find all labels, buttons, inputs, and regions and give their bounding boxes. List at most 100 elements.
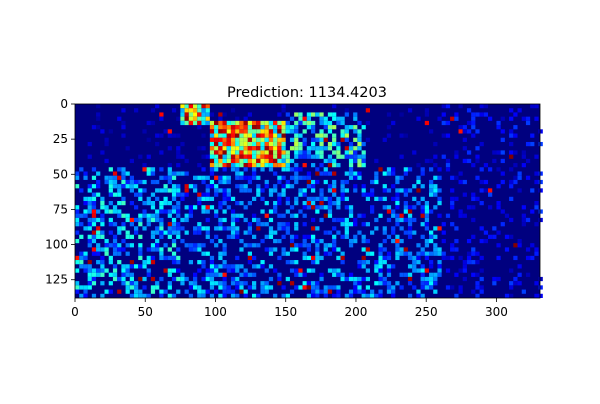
heatmap-cell — [525, 141, 531, 147]
heatmap-cell — [252, 150, 257, 155]
heatmap-cell — [163, 209, 168, 214]
heatmap-cell — [294, 234, 299, 239]
heatmap-cell — [96, 125, 101, 130]
heatmap-cell — [382, 281, 387, 286]
heatmap-cell — [327, 141, 333, 147]
heatmap-cell — [209, 120, 215, 126]
heatmap-cell — [386, 255, 392, 261]
heatmap-cell — [129, 158, 134, 164]
heatmap-cell — [171, 226, 177, 231]
heatmap-cell — [517, 238, 522, 244]
plot-frame — [74, 103, 541, 299]
heatmap-cell — [155, 217, 160, 223]
heatmap-cell — [348, 125, 354, 130]
heatmap-cell — [184, 217, 189, 223]
heatmap-cell — [525, 272, 531, 277]
heatmap-cell — [344, 137, 349, 142]
heatmap-cell — [289, 137, 295, 142]
heatmap-cell — [336, 120, 341, 126]
heatmap-cell — [315, 251, 320, 256]
heatmap-cell — [357, 163, 362, 168]
heatmap-cell — [281, 251, 286, 256]
heatmap-cell — [424, 243, 430, 248]
heatmap-cell — [311, 154, 316, 159]
heatmap-cell — [311, 238, 316, 244]
heatmap-cell — [277, 129, 282, 134]
heatmap-cell — [171, 209, 177, 214]
heatmap-cell — [226, 289, 231, 294]
heatmap-cell — [285, 179, 290, 185]
heatmap-cell — [146, 222, 151, 227]
heatmap-cell — [361, 238, 366, 244]
heatmap-cell — [353, 137, 358, 142]
heatmap-cell — [340, 184, 345, 189]
heatmap-cell — [218, 179, 223, 185]
heatmap-cell — [479, 188, 484, 193]
heatmap-cell — [391, 209, 396, 214]
heatmap-cell — [226, 150, 231, 155]
heatmap-cell — [298, 243, 303, 248]
heatmap-cell — [252, 264, 257, 269]
heatmap-cell — [230, 209, 236, 214]
heatmap-cell — [273, 171, 278, 176]
heatmap-cell — [235, 175, 240, 180]
heatmap-cell — [336, 146, 341, 151]
heatmap-cell — [138, 188, 143, 193]
heatmap-cell — [87, 205, 92, 210]
heatmap-cell — [454, 112, 459, 117]
heatmap-cell — [315, 293, 320, 298]
heatmap-cell — [226, 188, 231, 193]
heatmap-cell — [344, 217, 349, 223]
heatmap-cell — [256, 141, 261, 147]
heatmap-cell — [294, 268, 299, 273]
heatmap-cell — [361, 163, 366, 168]
heatmap-cell — [285, 209, 290, 214]
heatmap-cell — [96, 179, 101, 185]
heatmap-cell — [91, 251, 97, 256]
heatmap-cell — [83, 289, 88, 294]
heatmap-cell — [150, 108, 156, 113]
heatmap-cell — [336, 150, 341, 155]
heatmap-cell — [281, 226, 286, 231]
heatmap-cell — [370, 230, 375, 235]
heatmap-cell — [222, 260, 227, 265]
heatmap-cell — [315, 247, 320, 252]
heatmap-cell — [171, 238, 177, 244]
heatmap-cell — [134, 264, 139, 269]
heatmap-cell — [492, 158, 497, 164]
heatmap-cell — [302, 192, 307, 197]
heatmap-cell — [403, 201, 408, 206]
heatmap-cell — [281, 154, 286, 159]
heatmap-cell — [281, 108, 286, 113]
heatmap-cell — [285, 112, 290, 117]
heatmap-cell — [104, 251, 109, 256]
heatmap-cell — [306, 120, 312, 126]
heatmap-cell — [407, 108, 413, 113]
heatmap-cell — [370, 293, 375, 298]
heatmap-cell — [315, 255, 320, 261]
heatmap-cell — [239, 120, 244, 126]
heatmap-cell — [302, 201, 307, 206]
heatmap-cell — [222, 163, 227, 168]
heatmap-cell — [150, 179, 156, 185]
heatmap-cell — [277, 222, 282, 227]
heatmap-cell — [247, 141, 252, 147]
heatmap-cell — [134, 230, 139, 235]
x-tick-label: 300 — [485, 305, 508, 319]
heatmap-cell — [273, 188, 278, 193]
heatmap-cell — [218, 222, 223, 227]
heatmap-cell — [260, 281, 265, 286]
heatmap-cell — [433, 226, 438, 231]
heatmap-cell — [294, 260, 299, 265]
heatmap-cell — [483, 188, 489, 193]
heatmap-cell — [252, 196, 257, 201]
heatmap-cell — [264, 125, 269, 130]
heatmap-cell — [509, 108, 514, 113]
heatmap-cell — [294, 125, 299, 130]
heatmap-cell — [129, 179, 134, 185]
heatmap-cell — [125, 234, 130, 239]
heatmap-cell — [311, 146, 316, 151]
heatmap-cell — [180, 120, 185, 126]
heatmap-cell — [475, 293, 480, 298]
